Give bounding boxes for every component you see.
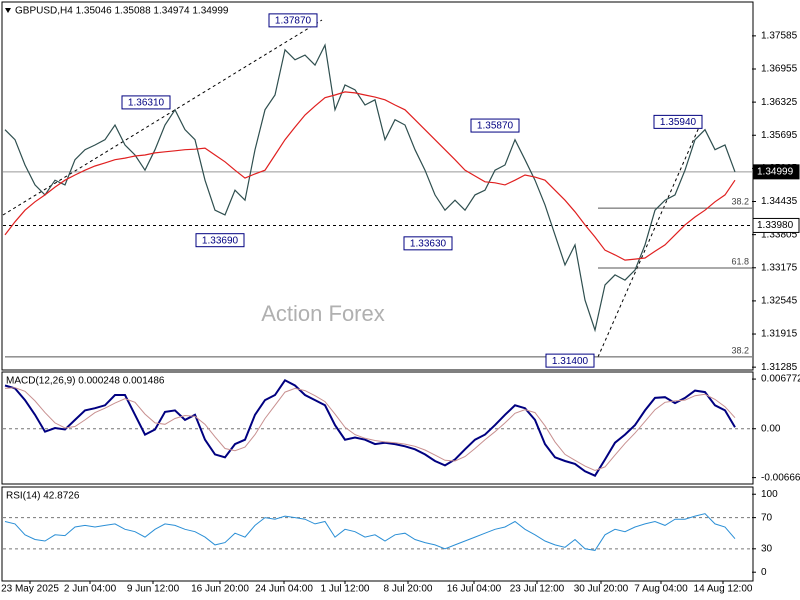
panel-title: MACD(12,26,9) 0.000248 0.001486 xyxy=(6,376,165,387)
panel xyxy=(1,371,754,485)
panel xyxy=(1,486,754,582)
y-tick-label: 1.33175 xyxy=(761,262,798,273)
annotation-label: 1.35940 xyxy=(660,117,697,128)
annotation-label: 1.33690 xyxy=(202,235,239,246)
annotation-box xyxy=(470,118,520,133)
price-label-box xyxy=(752,164,800,180)
panel-title: RSI(14) 42.8726 xyxy=(6,491,80,502)
x-tick-label: 1 Jul 12:00 xyxy=(321,584,370,595)
annotation-box xyxy=(121,95,171,110)
series-line xyxy=(4,513,736,551)
trend-line xyxy=(597,124,701,358)
watermark: Action Forex xyxy=(261,301,385,326)
series-line xyxy=(4,91,736,261)
annotation-label: 1.35870 xyxy=(477,121,514,132)
y-tick-label: 1.37585 xyxy=(761,31,798,42)
x-tick-label: 30 Jul 20:00 xyxy=(574,584,629,595)
title-icon xyxy=(5,8,11,13)
fib-level-label: 61.8 xyxy=(731,256,749,266)
y-tick-label: 70 xyxy=(761,512,773,523)
x-tick-label: 16 Jul 04:00 xyxy=(447,584,502,595)
annotation-box xyxy=(653,114,703,129)
x-tick-label: 24 Jun 04:00 xyxy=(255,584,313,595)
annotation-label: 1.31400 xyxy=(552,356,589,367)
y-tick-label: 1.31285 xyxy=(761,362,798,373)
y-tick-label: 0 xyxy=(761,567,767,578)
annotation-box xyxy=(268,13,318,28)
x-tick-label: 7 Aug 04:00 xyxy=(634,584,688,595)
y-tick-label: 0.00 xyxy=(761,423,781,434)
y-tick-label: 1.36955 xyxy=(761,64,798,75)
y-tick-label: -0.006667 xyxy=(761,472,800,483)
x-tick-label: 9 Jun 12:00 xyxy=(127,584,180,595)
x-tick-label: 8 Jul 20:00 xyxy=(384,584,433,595)
x-tick-label: 2 Jun 04:00 xyxy=(64,584,117,595)
annotation-box xyxy=(545,353,595,368)
x-tick-label: 16 Jun 20:00 xyxy=(191,584,249,595)
y-tick-label: 100 xyxy=(761,489,778,500)
x-tick-label: 23 May 2025 xyxy=(1,584,59,595)
panel-title: GBPUSD,H4 1.35046 1.35088 1.34974 1.3499… xyxy=(15,6,229,17)
fib-level-label: 38.2 xyxy=(731,345,749,355)
y-tick-label: 1.35695 xyxy=(761,130,798,141)
fib-level-label: 38.2 xyxy=(731,196,749,206)
price-label-box xyxy=(752,217,800,233)
series-line xyxy=(4,43,736,333)
y-tick-label: 1.34435 xyxy=(761,196,798,207)
x-tick-label: 23 Jul 12:00 xyxy=(510,584,565,595)
annotation-label: 1.36310 xyxy=(128,98,165,109)
y-tick-label: 30 xyxy=(761,543,773,554)
price-label: 1.33980 xyxy=(757,220,794,231)
annotation-box xyxy=(403,236,453,251)
y-tick-label: 0.006772 xyxy=(761,374,800,385)
y-tick-label: 1.36325 xyxy=(761,97,798,108)
annotation-label: 1.33630 xyxy=(410,238,447,249)
price-label: 1.34999 xyxy=(757,166,794,177)
x-tick-label: 14 Aug 12:00 xyxy=(694,584,753,595)
y-tick-label: 1.31915 xyxy=(761,329,798,340)
annotation-box xyxy=(195,233,245,248)
series-line xyxy=(4,387,736,472)
y-tick-label: 1.32545 xyxy=(761,296,798,307)
y-tick-label: 1.33805 xyxy=(761,229,798,240)
series-line xyxy=(4,379,736,477)
annotation-label: 1.37870 xyxy=(275,16,312,27)
panel xyxy=(1,1,754,371)
trend-line xyxy=(2,19,323,216)
